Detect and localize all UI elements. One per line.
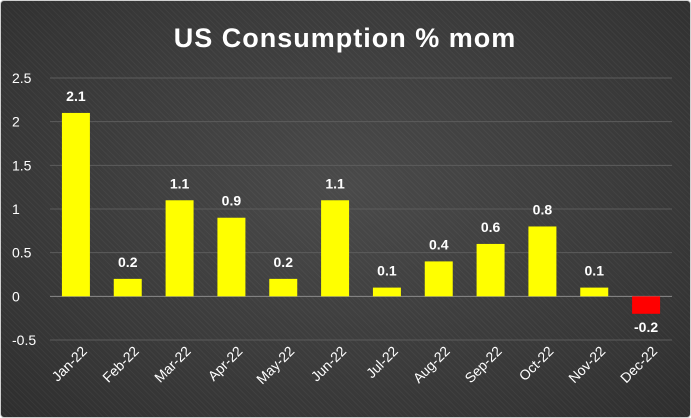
y-tick-label: 0.5 <box>12 245 32 261</box>
bar <box>528 226 557 297</box>
y-tick-label: 2 <box>12 114 20 130</box>
chart-title: US Consumption % mom <box>174 23 517 53</box>
bar <box>217 217 246 297</box>
bar <box>113 278 142 297</box>
y-tick-label: -0.5 <box>12 332 36 348</box>
x-tick-label: Jul-22 <box>363 343 401 381</box>
bar <box>372 287 401 297</box>
bar <box>476 243 505 297</box>
gridlines <box>50 77 672 341</box>
y-tick-label: 1.5 <box>12 157 32 173</box>
data-label: 0.9 <box>222 193 242 209</box>
x-tick-label: Jan-22 <box>48 343 90 385</box>
bar <box>61 112 90 297</box>
data-label: 0.1 <box>377 263 397 279</box>
y-axis: -0.5 0 0.5 1 1.5 2 2.5 <box>12 70 36 348</box>
bar <box>165 200 194 297</box>
bar <box>424 261 453 297</box>
data-label: 0.1 <box>585 263 605 279</box>
y-tick-label: 2.5 <box>12 70 32 86</box>
x-tick-label: May-22 <box>253 343 297 387</box>
bar <box>632 296 661 314</box>
bar <box>580 287 609 297</box>
x-tick-label: Aug-22 <box>410 343 453 386</box>
data-label: 1.1 <box>170 175 190 191</box>
data-label: 0.2 <box>118 254 138 270</box>
x-tick-label: Sep-22 <box>461 343 504 386</box>
bar <box>321 200 350 297</box>
x-tick-label: Jun-22 <box>308 343 350 385</box>
data-label: 0.2 <box>274 254 294 270</box>
data-label: 0.4 <box>429 236 449 252</box>
y-tick-label: 0 <box>12 288 20 304</box>
data-label: 0.6 <box>481 219 501 235</box>
bars <box>61 112 661 314</box>
y-tick-label: 1 <box>12 201 20 217</box>
data-label: 2.1 <box>66 88 86 104</box>
x-tick-label: Feb-22 <box>99 343 142 386</box>
x-tick-label: Oct-22 <box>516 343 557 384</box>
x-tick-label: Nov-22 <box>565 343 608 386</box>
data-labels: 2.1 0.2 1.1 0.9 0.2 1.1 0.1 0.4 0.6 0.8 0.1 -0.2 <box>66 88 658 335</box>
x-axis: Jan-22 Feb-22 Mar-22 Apr-22 May-22 Jun-22 Jul-… <box>48 343 660 387</box>
data-label: 0.8 <box>533 201 553 217</box>
x-tick-label: Apr-22 <box>205 343 246 384</box>
bar <box>269 278 298 297</box>
x-tick-label: Dec-22 <box>617 343 660 386</box>
data-label: 1.1 <box>325 175 345 191</box>
x-tick-label: Mar-22 <box>151 343 194 386</box>
data-label: -0.2 <box>634 319 658 335</box>
